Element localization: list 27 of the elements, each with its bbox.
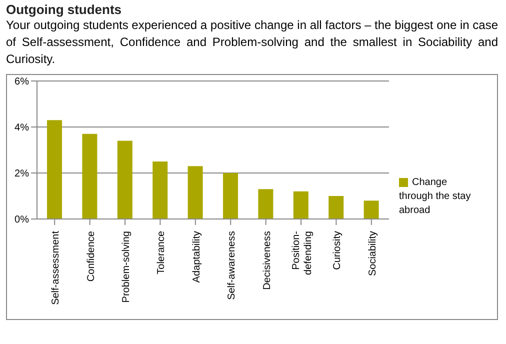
x-tick-label: Problem-solving [121, 231, 132, 303]
bar [293, 191, 308, 219]
bar [117, 140, 132, 219]
x-tick-label: Curiosity [332, 231, 344, 270]
bar [152, 162, 168, 219]
chart-subtitle: Your outgoing students experienced a positive change in all factors – the biggest one in case of Self-assessment, Confidence and Problem-solving and the smallest in Sociability and Curiosity. [6, 17, 498, 68]
x-tick-label: Sociability [367, 231, 378, 276]
x-tick-label: Position-defending [291, 231, 314, 275]
x-tick-label: Self-awareness [226, 231, 238, 300]
bar [258, 189, 274, 219]
bar [364, 200, 379, 219]
bar [82, 134, 98, 219]
chart-title: Outgoing students [6, 2, 123, 17]
y-tick-label: 6% [14, 76, 30, 88]
x-tick-label: Confidence [86, 230, 97, 282]
x-tick-label: Self-assessment [50, 230, 62, 305]
y-tick-label: 4% [14, 122, 30, 134]
bar [328, 196, 344, 219]
legend-label: Change through the stay abroad [399, 177, 471, 216]
bar [47, 120, 62, 219]
y-tick-label: 2% [14, 168, 30, 180]
bar [188, 166, 203, 219]
x-tick-label: Decisiveness [262, 231, 273, 290]
x-tick-label: Adaptability [191, 231, 202, 283]
x-tick-label: Tolerance [156, 230, 168, 274]
bar [223, 173, 238, 219]
y-tick-label: 0% [14, 214, 30, 226]
